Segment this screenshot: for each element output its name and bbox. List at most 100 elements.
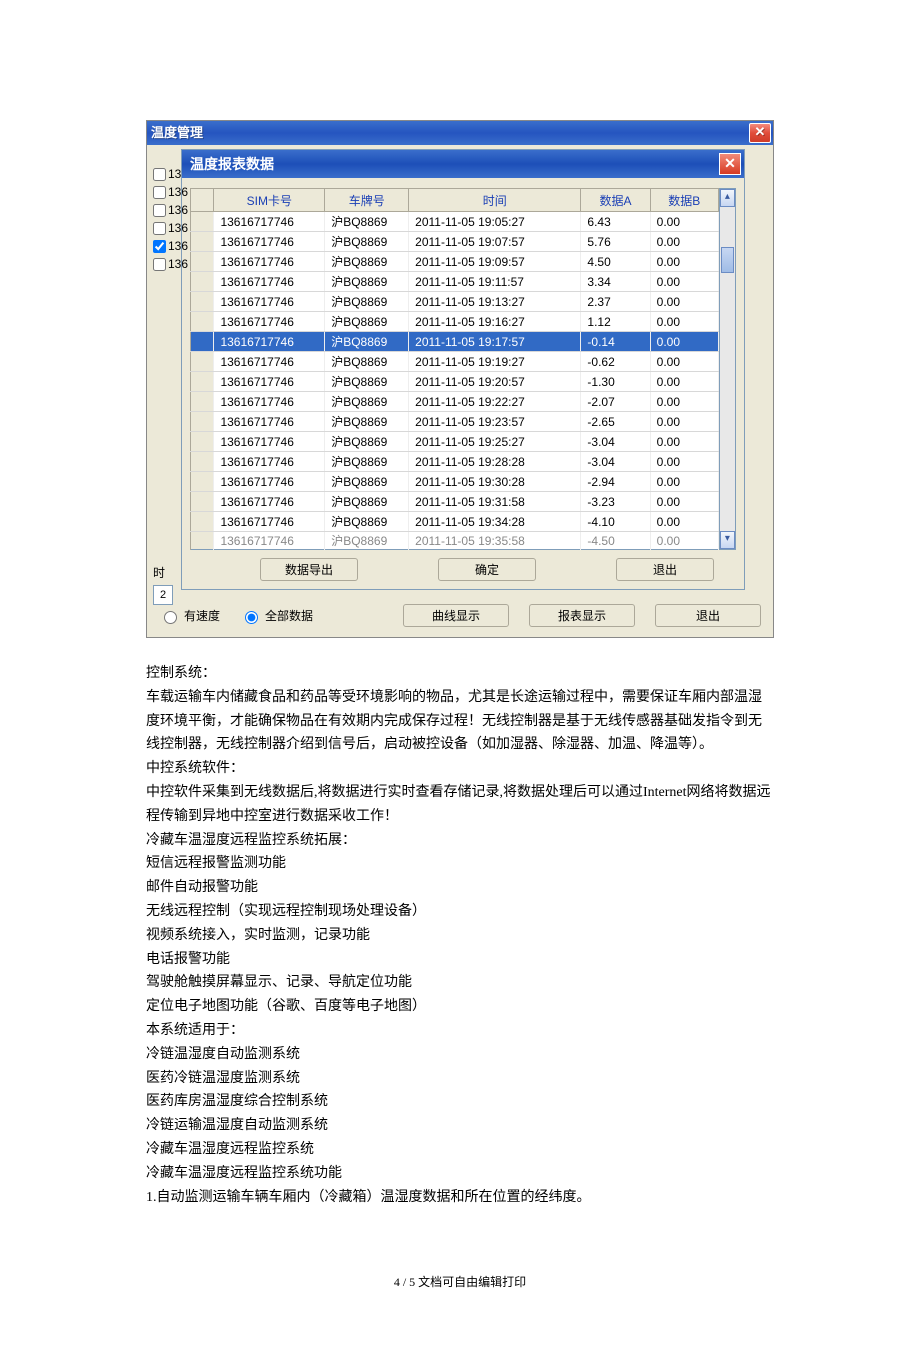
cell: 沪BQ8869 xyxy=(325,432,409,452)
column-header[interactable]: 车牌号 xyxy=(325,189,409,212)
cell: 2011-11-05 19:09:57 xyxy=(409,252,581,272)
cell: 0.00 xyxy=(650,512,718,532)
cell: 13616717746 xyxy=(214,492,325,512)
vertical-scrollbar[interactable]: ▴ ▾ xyxy=(719,188,736,550)
row-header-cell xyxy=(191,252,214,272)
row-header-cell xyxy=(191,332,214,352)
row-header-cell xyxy=(191,492,214,512)
outer-close-button[interactable]: ✕ xyxy=(749,123,771,143)
scroll-thumb[interactable] xyxy=(721,247,734,273)
table-row[interactable]: 13616717746沪BQ88692011-11-05 19:31:58-3.… xyxy=(191,492,719,512)
table-row[interactable]: 13616717746沪BQ88692011-11-05 19:11:573.3… xyxy=(191,272,719,292)
page-footer: 4 / 5 文档可自由编辑打印 xyxy=(146,1273,774,1290)
paragraph: 冷藏车温湿度远程监控系统功能 xyxy=(146,1162,774,1186)
radio-all-data[interactable]: 全部数据 xyxy=(240,607,313,624)
table-row[interactable]: 13616717746沪BQ88692011-11-05 19:05:276.4… xyxy=(191,212,719,232)
bottom-toolbar: 有速度 全部数据 曲线显示 报表显示 退出 xyxy=(151,598,769,633)
cell: -0.14 xyxy=(581,332,650,352)
paragraph: 中控软件采集到无线数据后,将数据进行实时查看存储记录,将数据处理后可以通过Int… xyxy=(146,781,774,829)
table-row[interactable]: 13616717746沪BQ88692011-11-05 19:16:271.1… xyxy=(191,312,719,332)
cell: 沪BQ8869 xyxy=(325,332,409,352)
report-dialog: 温度报表数据 ✕ SIM卡号车牌号时间数据A数据B 13616717746沪BQ… xyxy=(181,149,745,590)
cell: 3.34 xyxy=(581,272,650,292)
left-strip-item[interactable]: 136 xyxy=(153,183,195,201)
curve-display-button[interactable]: 曲线显示 xyxy=(403,604,509,627)
table-row[interactable]: 13616717746沪BQ88692011-11-05 19:13:272.3… xyxy=(191,292,719,312)
left-strip-item[interactable]: 136 xyxy=(153,255,195,273)
table-row[interactable]: 13616717746沪BQ88692011-11-05 19:34:28-4.… xyxy=(191,512,719,532)
report-display-button[interactable]: 报表显示 xyxy=(529,604,635,627)
cell: -4.50 xyxy=(581,532,650,550)
cell: 沪BQ8869 xyxy=(325,352,409,372)
paragraph: 中控系统软件： xyxy=(146,757,774,781)
paragraph: 电话报警功能 xyxy=(146,948,774,972)
exit-button[interactable]: 退出 xyxy=(616,558,714,581)
column-header[interactable]: 数据A xyxy=(581,189,650,212)
cell: 13616717746 xyxy=(214,392,325,412)
data-grid[interactable]: SIM卡号车牌号时间数据A数据B 13616717746沪BQ88692011-… xyxy=(190,188,719,550)
column-header[interactable]: 时间 xyxy=(409,189,581,212)
cell: 13616717746 xyxy=(214,472,325,492)
table-row[interactable]: 13616717746沪BQ88692011-11-05 19:09:574.5… xyxy=(191,252,719,272)
scroll-up-button[interactable]: ▴ xyxy=(720,189,735,207)
left-strip-checkbox[interactable] xyxy=(153,204,166,217)
column-header[interactable]: SIM卡号 xyxy=(214,189,325,212)
paragraph: 视频系统接入，实时监测，记录功能 xyxy=(146,924,774,948)
left-strip-item[interactable]: 136 xyxy=(153,219,195,237)
export-button[interactable]: 数据导出 xyxy=(260,558,358,581)
paragraph: 本系统适用于： xyxy=(146,1019,774,1043)
radio-has-speed[interactable]: 有速度 xyxy=(159,607,220,624)
table-row[interactable]: 13616717746沪BQ88692011-11-05 19:17:57-0.… xyxy=(191,332,719,352)
left-strip-label: 136 xyxy=(168,221,188,235)
scroll-down-button[interactable]: ▾ xyxy=(720,531,735,549)
bottom-exit-button[interactable]: 退出 xyxy=(655,604,761,627)
cell: 沪BQ8869 xyxy=(325,532,409,550)
cell: 0.00 xyxy=(650,272,718,292)
small-input[interactable]: 2 xyxy=(153,585,173,605)
radio-all-data-input[interactable] xyxy=(245,611,258,624)
table-row[interactable]: 13616717746沪BQ88692011-11-05 19:22:27-2.… xyxy=(191,392,719,412)
row-header-cell xyxy=(191,292,214,312)
cell: 2011-11-05 19:17:57 xyxy=(409,332,581,352)
table-row[interactable]: 13616717746沪BQ88692011-11-05 19:25:27-3.… xyxy=(191,432,719,452)
table-row-cutoff: 13616717746沪BQ88692011-11-05 19:35:58-4.… xyxy=(191,532,719,550)
inner-close-button[interactable]: ✕ xyxy=(719,153,741,175)
left-strip-item[interactable]: 136 xyxy=(153,237,195,255)
cell: 6.43 xyxy=(581,212,650,232)
table-row[interactable]: 13616717746沪BQ88692011-11-05 19:30:28-2.… xyxy=(191,472,719,492)
ok-button[interactable]: 确定 xyxy=(438,558,536,581)
radio-label: 有速度 xyxy=(184,607,220,624)
table-row[interactable]: 13616717746沪BQ88692011-11-05 19:23:57-2.… xyxy=(191,412,719,432)
cell: 沪BQ8869 xyxy=(325,232,409,252)
cell: 0.00 xyxy=(650,332,718,352)
cell: -3.04 xyxy=(581,432,650,452)
cell: 0.00 xyxy=(650,352,718,372)
table-row[interactable]: 13616717746沪BQ88692011-11-05 19:20:57-1.… xyxy=(191,372,719,392)
table-row[interactable]: 13616717746沪BQ88692011-11-05 19:28:28-3.… xyxy=(191,452,719,472)
cell: 2011-11-05 19:05:27 xyxy=(409,212,581,232)
cell: -0.62 xyxy=(581,352,650,372)
cell: 0.00 xyxy=(650,412,718,432)
cell: 2011-11-05 19:13:27 xyxy=(409,292,581,312)
left-strip-checkbox[interactable] xyxy=(153,258,166,271)
table-row[interactable]: 13616717746沪BQ88692011-11-05 19:07:575.7… xyxy=(191,232,719,252)
left-strip-checkbox[interactable] xyxy=(153,186,166,199)
table-row[interactable]: 13616717746沪BQ88692011-11-05 19:19:27-0.… xyxy=(191,352,719,372)
left-strip-label: 136 xyxy=(168,257,188,271)
paragraph: 短信远程报警监测功能 xyxy=(146,852,774,876)
left-strip-checkbox[interactable] xyxy=(153,222,166,235)
left-strip-label: 136 xyxy=(168,239,188,253)
cell: 沪BQ8869 xyxy=(325,452,409,472)
paragraph: 冷链温湿度自动监测系统 xyxy=(146,1043,774,1067)
column-header[interactable]: 数据B xyxy=(650,189,718,212)
radio-has-speed-input[interactable] xyxy=(164,611,177,624)
scroll-track[interactable] xyxy=(720,207,735,531)
left-strip-checkbox[interactable] xyxy=(153,168,166,181)
left-strip-item[interactable]: 136 xyxy=(153,201,195,219)
left-strip-checkbox[interactable] xyxy=(153,240,166,253)
paragraph: 冷链运输温湿度自动监测系统 xyxy=(146,1114,774,1138)
radio-label: 全部数据 xyxy=(265,607,313,624)
inner-titlebar: 温度报表数据 ✕ xyxy=(182,150,744,178)
cell: 2011-11-05 19:34:28 xyxy=(409,512,581,532)
cell: -2.65 xyxy=(581,412,650,432)
